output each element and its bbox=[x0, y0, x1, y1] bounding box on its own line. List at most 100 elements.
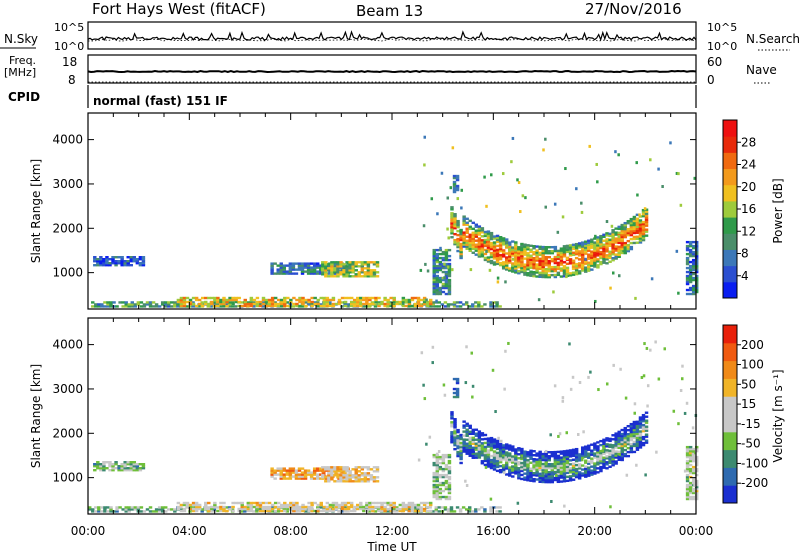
range-cell bbox=[447, 455, 452, 459]
range-cell bbox=[331, 503, 336, 507]
range-cell bbox=[369, 476, 374, 479]
range-cell bbox=[641, 226, 646, 230]
range-cell bbox=[593, 448, 597, 451]
range-cell bbox=[644, 421, 649, 424]
range-cell bbox=[112, 510, 116, 513]
range-cell bbox=[691, 452, 695, 456]
range-cell bbox=[432, 487, 436, 491]
range-cell bbox=[688, 280, 693, 284]
range-cell bbox=[136, 508, 141, 511]
range-cell bbox=[374, 505, 378, 509]
range-cell bbox=[227, 301, 232, 304]
range-cell bbox=[136, 506, 141, 509]
range-cell bbox=[401, 507, 406, 511]
range-cell bbox=[574, 252, 579, 256]
range-cell bbox=[319, 266, 323, 269]
range-cell bbox=[480, 305, 484, 308]
range-cell bbox=[312, 471, 317, 474]
range-cell bbox=[593, 462, 597, 465]
range-cell bbox=[608, 260, 612, 263]
range-cell bbox=[641, 208, 646, 212]
range-cell bbox=[270, 475, 274, 478]
range-cell bbox=[362, 302, 366, 306]
range-cell bbox=[623, 227, 627, 231]
range-cell bbox=[452, 377, 457, 381]
range-cell bbox=[562, 466, 567, 469]
range-cell bbox=[635, 444, 640, 447]
range-cell bbox=[441, 489, 446, 493]
range-cell bbox=[611, 249, 615, 252]
range-cell bbox=[638, 420, 643, 423]
range-cell bbox=[641, 212, 646, 216]
range-cell bbox=[105, 256, 109, 259]
range-cell bbox=[334, 501, 339, 505]
colorbar-segment bbox=[723, 200, 737, 218]
range-cell bbox=[447, 284, 452, 288]
range-cell bbox=[508, 454, 512, 457]
range-cell bbox=[363, 480, 368, 483]
range-cell bbox=[349, 501, 354, 505]
range-cell bbox=[303, 266, 308, 269]
range-cell bbox=[501, 466, 506, 469]
range-cell bbox=[324, 476, 328, 479]
range-cell bbox=[360, 265, 365, 268]
range-cell bbox=[544, 205, 547, 209]
range-cell bbox=[452, 184, 457, 188]
range-cell bbox=[376, 508, 381, 511]
range-cell bbox=[380, 509, 384, 513]
range-cell bbox=[517, 246, 521, 249]
freq-label-1: Freq. bbox=[9, 54, 36, 67]
range-cell bbox=[422, 501, 427, 505]
colorbar-segment bbox=[723, 396, 737, 415]
range-cell bbox=[623, 223, 627, 227]
range-cell bbox=[369, 468, 374, 471]
range-cell bbox=[207, 507, 211, 511]
range-cell bbox=[401, 505, 406, 509]
range-cell bbox=[562, 271, 567, 274]
range-cell bbox=[580, 241, 585, 244]
range-cell bbox=[601, 449, 605, 453]
range-cell bbox=[366, 275, 371, 278]
range-cell bbox=[553, 384, 557, 388]
range-cell bbox=[432, 258, 436, 262]
range-cell bbox=[118, 506, 122, 509]
range-cell bbox=[191, 507, 196, 511]
range-cell bbox=[450, 417, 454, 420]
range-cell bbox=[514, 462, 518, 465]
range-cell bbox=[635, 426, 640, 429]
range-cell bbox=[497, 436, 500, 440]
range-cell bbox=[688, 451, 693, 455]
range-cell bbox=[565, 262, 570, 266]
range-cell bbox=[517, 256, 521, 259]
range-cell bbox=[273, 296, 278, 300]
range-cell bbox=[349, 302, 354, 306]
range-cell bbox=[307, 509, 311, 513]
range-cell bbox=[419, 268, 423, 272]
range-cell bbox=[130, 508, 134, 511]
range-cell bbox=[535, 458, 539, 461]
range-cell bbox=[498, 247, 503, 251]
range-cell bbox=[596, 445, 600, 448]
range-cell bbox=[446, 303, 451, 306]
range-cell bbox=[325, 477, 329, 480]
range-cell bbox=[437, 305, 442, 308]
range-cell bbox=[477, 448, 482, 451]
range-cell bbox=[489, 253, 494, 257]
range-cell bbox=[547, 261, 551, 265]
range-cell bbox=[566, 257, 569, 261]
range-cell bbox=[105, 260, 109, 263]
range-cell bbox=[541, 471, 545, 475]
range-cell bbox=[638, 229, 643, 232]
range-cell bbox=[103, 301, 107, 304]
range-cell bbox=[580, 261, 585, 264]
range-cell bbox=[258, 509, 263, 513]
range-cell bbox=[520, 447, 524, 451]
range-cell bbox=[562, 468, 567, 471]
range-cell bbox=[342, 476, 346, 479]
range-cell bbox=[461, 303, 466, 306]
range-cell bbox=[672, 409, 676, 413]
range-cell bbox=[504, 264, 509, 267]
range-cell bbox=[641, 228, 646, 232]
range-cell bbox=[685, 493, 690, 497]
